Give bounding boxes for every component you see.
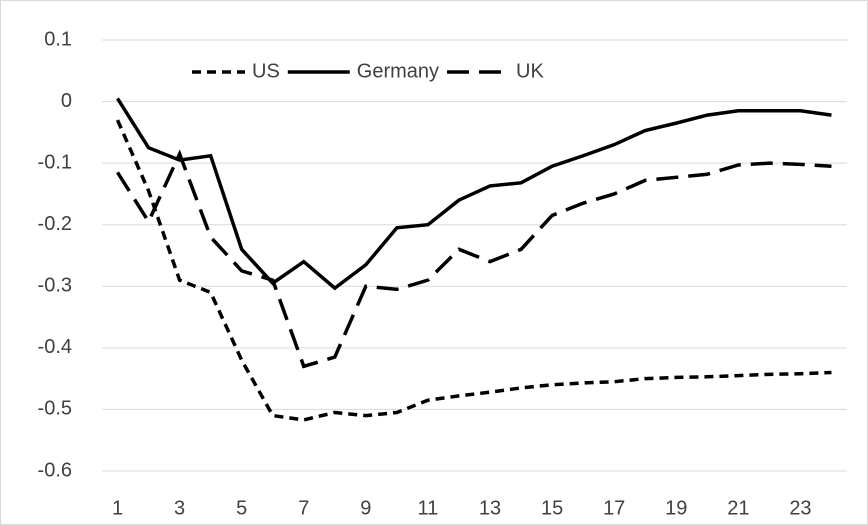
y-tick-label: -0.4: [38, 336, 72, 358]
y-tick-label: 0.1: [44, 28, 72, 50]
legend-label: UK: [516, 60, 544, 82]
x-tick-label: 3: [174, 497, 185, 519]
x-tick-label: 15: [541, 497, 563, 519]
legend-label: Germany: [357, 60, 439, 82]
x-tick-label: 11: [418, 497, 439, 519]
x-tick-label: 9: [360, 497, 371, 519]
data-line: [115, 119, 832, 422]
y-tick-label: -0.3: [38, 275, 72, 297]
y-tick-label: -0.2: [38, 213, 72, 235]
legend-label: US: [252, 60, 280, 82]
x-tick-label: 5: [236, 497, 247, 519]
data-line: [116, 97, 832, 291]
x-tick-label: 7: [298, 497, 309, 519]
y-tick-label: -0.5: [38, 398, 72, 420]
x-tick-label: 17: [603, 497, 625, 519]
x-tick-label: 21: [727, 497, 749, 519]
x-tick-label: 13: [479, 497, 501, 519]
y-tick-label: 0: [61, 90, 72, 112]
x-tick-label: 19: [665, 497, 687, 519]
y-tick-label: -0.1: [38, 151, 72, 173]
x-tick-label: 23: [789, 497, 811, 519]
x-tick-label: 1: [112, 497, 123, 519]
y-tick-label: -0.6: [38, 459, 72, 481]
data-line: [116, 149, 832, 369]
